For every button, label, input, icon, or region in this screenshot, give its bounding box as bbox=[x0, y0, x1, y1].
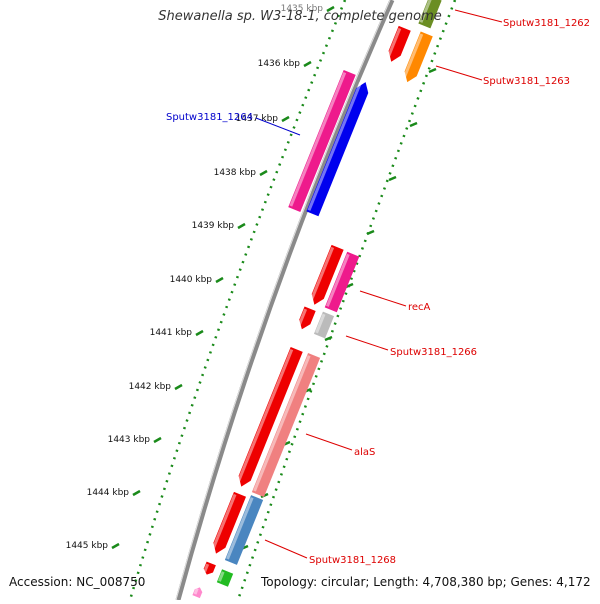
ruler-tick bbox=[174, 383, 183, 391]
backbone-highlight bbox=[175, 0, 391, 601]
gene-1264-feature bbox=[306, 81, 369, 217]
backbone-line bbox=[175, 0, 395, 601]
ruler-label: 1441 kbp bbox=[150, 328, 193, 338]
gene-1263-feature bbox=[402, 31, 433, 83]
gene-label: Sputw3181_1262 bbox=[503, 18, 590, 29]
gene-label-leader-line bbox=[454, 9, 503, 23]
gene-red-lower-feature-shine bbox=[211, 493, 237, 551]
gene-1268-feature bbox=[224, 495, 264, 565]
gene-label-leader-line bbox=[264, 539, 308, 559]
ruler-label: 1437 kbp bbox=[236, 114, 279, 124]
gene-1263-feature-shine bbox=[402, 33, 424, 80]
gene-pink-1264-neighbor-feature-shine bbox=[289, 71, 347, 207]
gene-alaS-feature-shine bbox=[253, 355, 311, 492]
gene-tiny-red-feature-shape bbox=[203, 561, 216, 575]
ruler-tick bbox=[195, 329, 204, 337]
outer-tick bbox=[388, 175, 397, 182]
gene-recA-feature-shine bbox=[325, 253, 350, 307]
gene-tiny-green-feature bbox=[216, 569, 234, 587]
outer-tick bbox=[366, 229, 375, 236]
accession-text: Accession: NC_008750 bbox=[9, 575, 146, 589]
ruler-tick bbox=[303, 60, 312, 68]
gene-1262-feature-shine bbox=[386, 27, 402, 59]
gene-pink-1264-neighbor-feature bbox=[288, 69, 356, 213]
gene-1266-feature-shape bbox=[313, 311, 335, 339]
gene-upper-olive-feature-shine bbox=[419, 0, 433, 23]
gene-label: Sputw3181_1263 bbox=[483, 76, 570, 87]
outer-tick bbox=[428, 67, 437, 74]
ruler-label: 1445 kbp bbox=[66, 541, 109, 551]
gene-red-lower-feature bbox=[211, 491, 247, 554]
ruler-dotted-rail-inner bbox=[128, 0, 347, 601]
gene-recA-feature-shape bbox=[324, 251, 360, 313]
gene-1268-feature-shape bbox=[224, 495, 264, 565]
ruler-label: 1436 kbp bbox=[258, 59, 301, 69]
ruler-tick bbox=[111, 542, 120, 550]
gene-1264-feature-shine bbox=[307, 81, 363, 211]
gene-label: Sputw3181_1268 bbox=[309, 555, 396, 566]
gene-upper-olive-feature bbox=[418, 0, 442, 29]
gene-small-red-feature-shine bbox=[297, 308, 308, 327]
ruler-tick bbox=[259, 169, 268, 177]
gene-small-red-feature-shape bbox=[299, 306, 316, 330]
gene-tiny-pink-feature-shine bbox=[193, 587, 199, 595]
outer-tick bbox=[409, 121, 418, 128]
topology-text: Topology: circular; Length: 4,708,380 bp… bbox=[261, 575, 591, 589]
gene-recA-feature bbox=[324, 251, 360, 313]
ruler-label: 1439 kbp bbox=[192, 221, 235, 231]
outer-tick bbox=[324, 335, 333, 342]
ruler-label: 1443 kbp bbox=[108, 435, 151, 445]
ruler-label: 1438 kbp bbox=[214, 168, 257, 178]
gene-tiny-red-feature-shine bbox=[203, 563, 210, 573]
ruler-label: 1435 kbp bbox=[281, 4, 324, 14]
gene-red-recA-neighbor-feature bbox=[309, 244, 344, 305]
gene-label-leader-line bbox=[359, 290, 407, 307]
gene-red-recA-neighbor-feature-shape bbox=[311, 244, 344, 305]
gene-pink-1264-neighbor-feature-shape bbox=[288, 69, 356, 213]
gene-label-leader-line bbox=[435, 65, 483, 81]
gene-1268-feature-shine bbox=[226, 497, 254, 560]
ruler-tick bbox=[281, 115, 290, 123]
genome-title: Shewanella sp. W3-18-1, complete genome bbox=[158, 9, 442, 24]
gene-1262-feature bbox=[386, 25, 411, 62]
ruler-label: 1444 kbp bbox=[87, 488, 130, 498]
gene-tiny-green-feature-shine bbox=[218, 571, 225, 582]
gene-red-lower-feature-shape bbox=[213, 491, 247, 554]
gene-1266-feature bbox=[313, 311, 335, 339]
gene-red-long-feature bbox=[236, 346, 303, 487]
ruler-tick bbox=[132, 489, 141, 497]
gene-1262-feature-shape bbox=[388, 25, 411, 62]
ruler-tick bbox=[326, 5, 335, 13]
gene-tiny-red-feature bbox=[203, 561, 216, 575]
ruler-label: 1440 kbp bbox=[170, 275, 213, 285]
ruler-label: 1442 kbp bbox=[129, 382, 172, 392]
ruler-tick bbox=[237, 222, 246, 230]
gene-upper-olive-feature-shape bbox=[418, 0, 442, 29]
gene-label-leader-line bbox=[345, 335, 389, 351]
gene-small-red-feature bbox=[297, 306, 316, 330]
gene-label: Sputw3181_1264 bbox=[166, 112, 253, 123]
gene-label: recA bbox=[408, 302, 431, 313]
gene-label: Sputw3181_1266 bbox=[390, 347, 477, 358]
gene-label: alaS bbox=[354, 447, 375, 458]
gene-1266-feature-shine bbox=[315, 313, 326, 334]
gene-1263-feature-shape bbox=[404, 31, 433, 83]
ruler-tick bbox=[153, 436, 162, 444]
gene-alaS-feature-shape bbox=[251, 353, 321, 497]
gene-tiny-pink-feature-shape bbox=[192, 587, 203, 599]
gene-red-long-feature-shine bbox=[236, 348, 294, 484]
gene-tiny-green-feature-shape bbox=[216, 569, 234, 587]
gene-tiny-pink-feature bbox=[192, 587, 203, 599]
gene-alaS-feature bbox=[251, 353, 321, 497]
ruler-tick bbox=[215, 276, 224, 284]
gene-label-leader-line bbox=[305, 433, 353, 451]
gene-red-long-feature-shape bbox=[238, 346, 303, 487]
gene-red-recA-neighbor-feature-shine bbox=[309, 246, 335, 302]
gene-1264-feature-shape bbox=[306, 82, 369, 217]
gene-label-leader-line bbox=[255, 117, 301, 136]
